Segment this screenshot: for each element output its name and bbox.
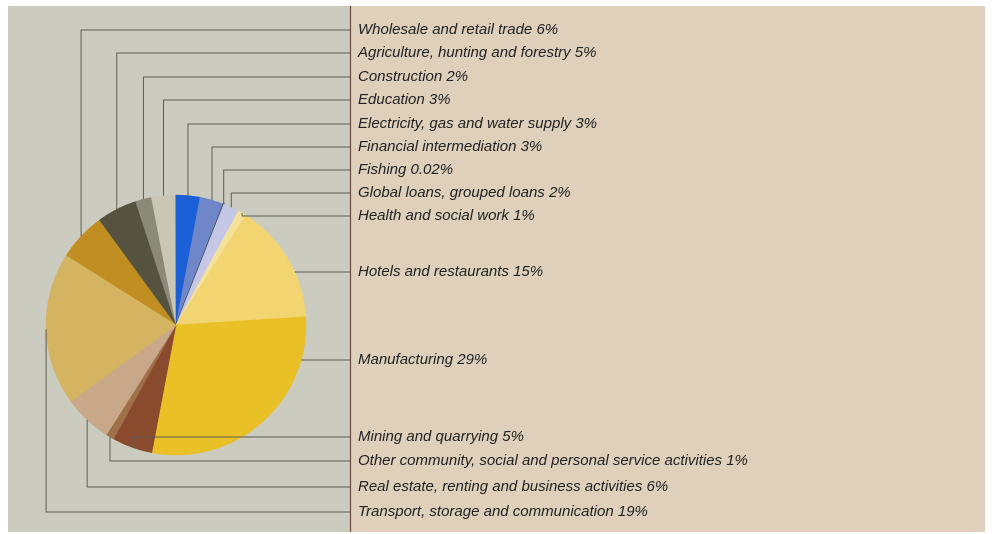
category-label: Hotels and restaurants [358, 263, 509, 280]
category-label: Real estate, renting and business activi… [358, 478, 643, 495]
leader-line [86, 419, 350, 488]
category-label: Wholesale and retail trade [358, 21, 532, 38]
category-label: Other community, social and personal ser… [358, 452, 723, 469]
right-panel [350, 6, 985, 532]
value-label: 19% [618, 503, 648, 520]
value-label: 3% [429, 91, 451, 108]
category-label: Electricity, gas and water supply [358, 115, 573, 132]
legend-label: Health and social work 1% [358, 207, 535, 224]
legend-label: Global loans, grouped loans 2% [358, 184, 571, 201]
leader-line [109, 436, 350, 462]
value-label: 6% [536, 21, 558, 38]
value-label: 1% [726, 452, 748, 469]
value-label: 3% [521, 138, 543, 155]
legend-label: Manufacturing 29% [358, 351, 487, 368]
leader-line [230, 192, 350, 208]
category-label: Health and social work [358, 207, 510, 224]
legend-label: Electricity, gas and water supply 3% [358, 115, 597, 132]
category-label: Mining and quarrying [358, 428, 499, 445]
legend-label: Mining and quarrying 5% [358, 428, 524, 445]
legend-label: Hotels and restaurants 15% [358, 263, 543, 280]
category-label: Manufacturing [358, 351, 454, 368]
leader-line [223, 169, 350, 205]
leader-line [211, 146, 350, 201]
value-label: 2% [445, 68, 468, 85]
legend-label: Fishing 0.02% [358, 161, 453, 178]
pie-slice [151, 316, 307, 456]
legend-label: Transport, storage and communication 19% [358, 503, 648, 520]
leader-line [163, 99, 350, 196]
pie-slice [175, 214, 307, 326]
value-label: 5% [502, 428, 524, 445]
leader-line [116, 52, 350, 210]
category-label: Global loans, grouped loans [358, 184, 545, 201]
category-label: Fishing [358, 161, 407, 178]
leader-line [80, 29, 350, 237]
value-label: 15% [513, 263, 543, 280]
legend-label: Other community, social and personal ser… [358, 452, 748, 469]
legend-label: Construction 2% [358, 68, 468, 85]
legend-label: Financial intermediation 3% [358, 138, 542, 155]
leader-line [187, 123, 350, 196]
value-label: 3% [575, 115, 597, 132]
leader-line [45, 329, 350, 513]
value-label: 5% [575, 44, 597, 61]
legend-label: Agriculture, hunting and forestry 5% [357, 44, 596, 61]
value-label: 2% [548, 184, 571, 201]
category-label: Education [358, 91, 425, 108]
value-label: 1% [513, 207, 535, 224]
leader-line [142, 76, 350, 200]
category-label: Construction [358, 68, 442, 85]
legend-label: Education 3% [358, 91, 451, 108]
legend-label: Wholesale and retail trade 6% [358, 21, 558, 38]
leader-line [241, 213, 350, 217]
category-label: Transport, storage and communication [358, 503, 614, 520]
category-label: Agriculture, hunting and forestry [357, 44, 572, 61]
value-label: 29% [456, 351, 487, 368]
category-label: Financial intermediation [358, 138, 516, 155]
value-label: 0.02% [411, 161, 454, 178]
legend-label: Real estate, renting and business activi… [358, 478, 668, 495]
value-label: 6% [647, 478, 669, 495]
pie-slice [45, 255, 177, 402]
leader-line [131, 436, 350, 448]
